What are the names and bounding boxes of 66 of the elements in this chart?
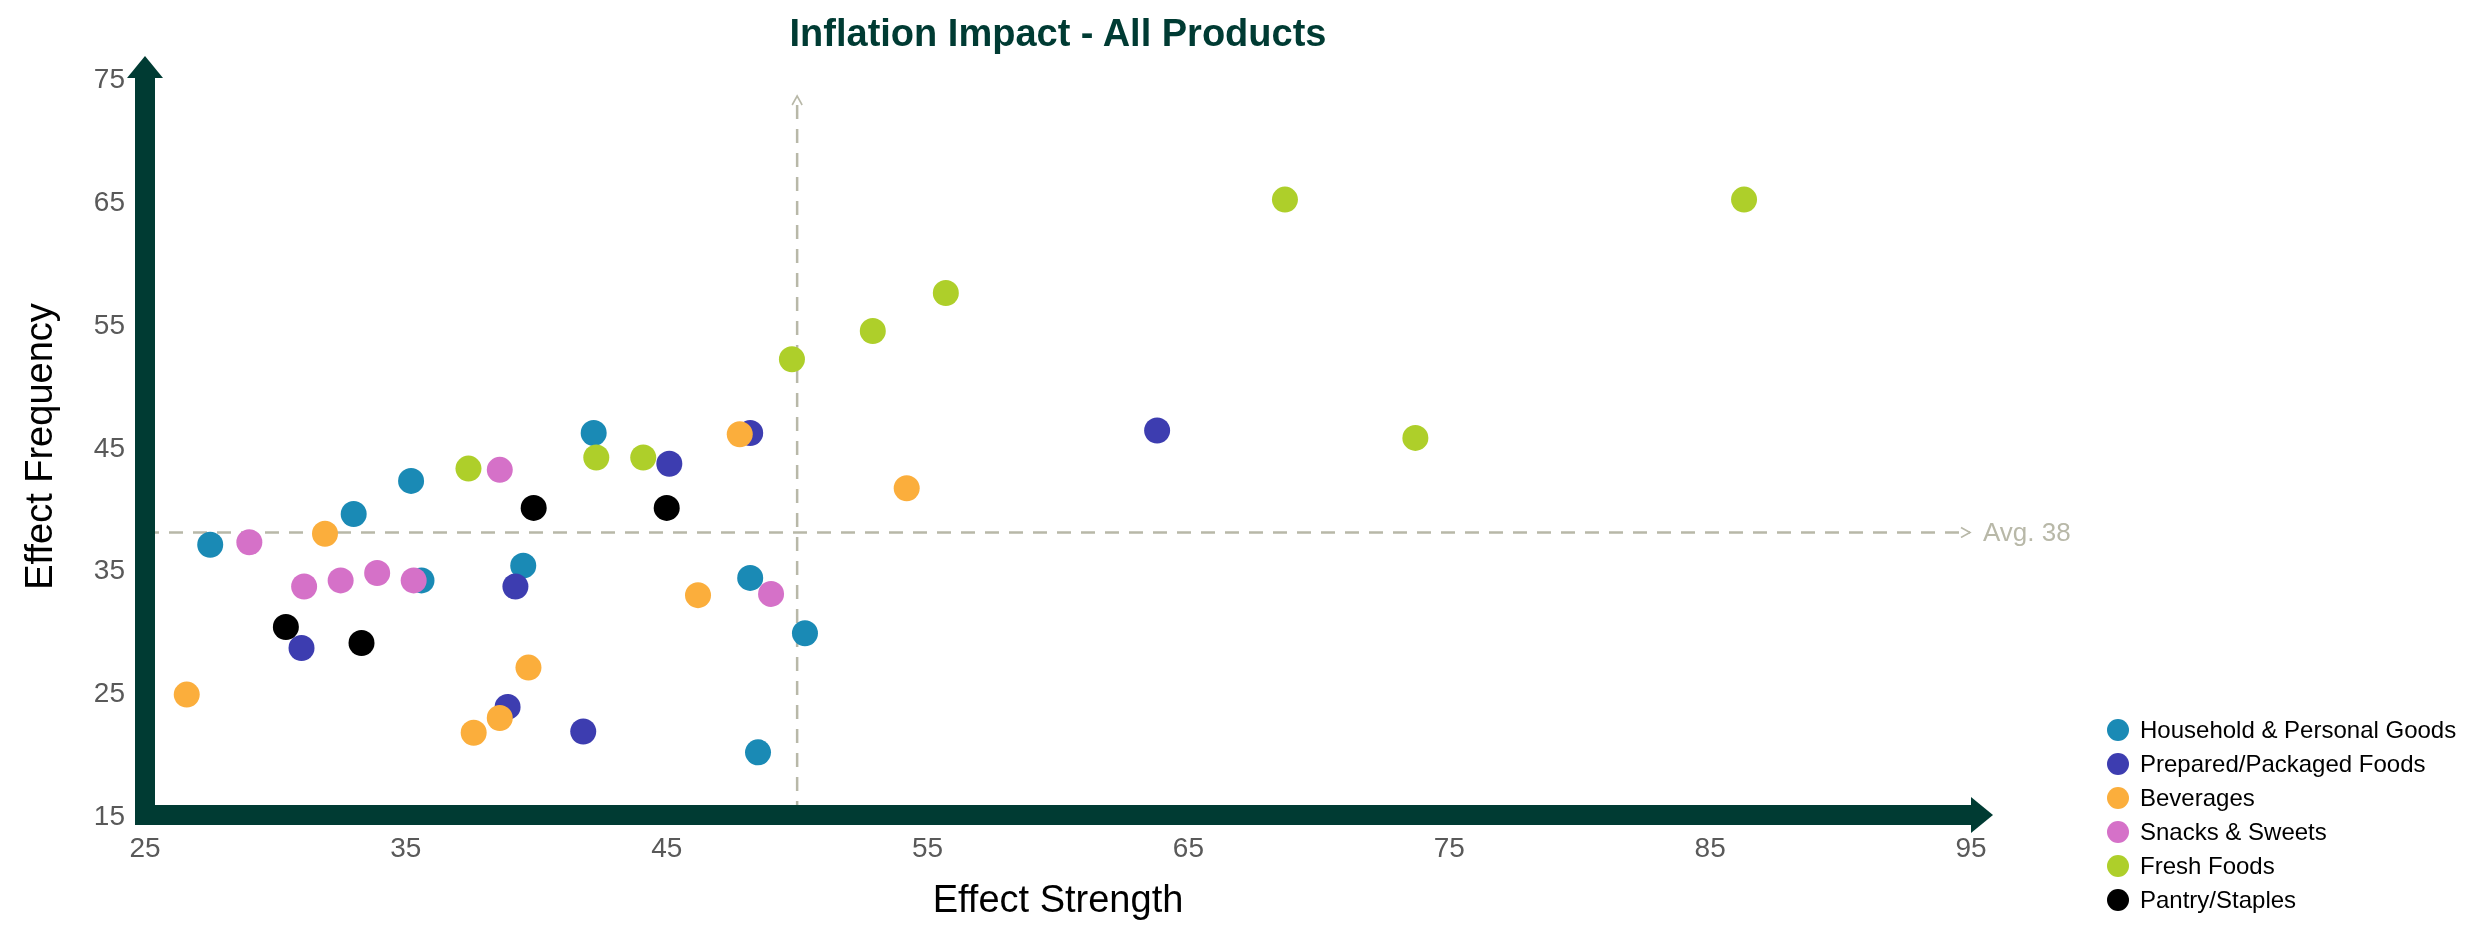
x-tick-label: 45: [651, 832, 683, 863]
point: [502, 573, 529, 600]
point: [656, 450, 683, 477]
legend-label: Household & Personal Goods: [2140, 716, 2457, 743]
point: [348, 630, 375, 657]
point: [460, 719, 487, 746]
legend-label: Snacks & Sweets: [2140, 818, 2327, 845]
point: [893, 475, 920, 502]
point: [236, 529, 263, 556]
point: [1731, 186, 1758, 213]
point: [291, 573, 318, 600]
point: [288, 634, 315, 661]
y-tick-label: 25: [93, 677, 125, 709]
point: [510, 552, 537, 579]
point: [520, 494, 547, 521]
point: [1402, 424, 1429, 451]
point: [455, 455, 482, 482]
legend-label: Beverages: [2140, 784, 2255, 811]
y-tick-label: 35: [93, 554, 125, 586]
y-tick-label: 65: [93, 185, 125, 217]
legend-label: Prepared/Packaged Foods: [2140, 750, 2426, 777]
point: [173, 681, 200, 708]
y-tick-label: 75: [93, 63, 125, 94]
point: [486, 704, 513, 731]
point: [580, 419, 607, 446]
y-tick-label: 15: [93, 800, 125, 831]
point: [758, 580, 785, 607]
point: [726, 421, 753, 448]
point: [400, 567, 427, 594]
point: [745, 739, 772, 766]
point: [932, 279, 959, 306]
x-axis-title: Effect Strength: [932, 878, 1184, 920]
point: [1144, 417, 1171, 444]
x-tick-label: 55: [911, 832, 944, 863]
point: [685, 582, 712, 609]
x-tick-label: 75: [1433, 832, 1465, 863]
point: [653, 494, 680, 521]
x-tick-label: 95: [1955, 832, 1987, 863]
point: [778, 346, 805, 373]
x-tick-label: 85: [1694, 832, 1726, 863]
legend-label: Pantry/Staples: [2140, 886, 2297, 913]
y-tick-label: 55: [93, 308, 125, 340]
point: [486, 456, 513, 483]
point: [197, 531, 224, 558]
point: [272, 614, 299, 641]
x-tick-label: 35: [390, 832, 422, 863]
point: [791, 620, 818, 647]
point: [630, 444, 657, 471]
point: [737, 564, 764, 591]
point: [364, 560, 391, 587]
x-tick-label: 25: [129, 832, 161, 863]
y-axis-title: Effect Frequency: [18, 303, 60, 590]
point: [340, 501, 367, 528]
point: [327, 567, 354, 594]
point: [398, 467, 425, 494]
legend-label: Fresh Foods: [2140, 852, 2275, 879]
point: [515, 654, 542, 681]
point: [859, 318, 886, 345]
point: [311, 520, 338, 547]
chart-title: Inflation Impact - All Products: [789, 12, 1327, 54]
point: [1271, 186, 1298, 213]
y-tick-label: 45: [93, 431, 125, 463]
ref-line-label: Avg. 38: [1983, 517, 2071, 548]
x-tick-label: 65: [1172, 832, 1205, 863]
point: [583, 444, 610, 471]
point: [570, 718, 597, 745]
